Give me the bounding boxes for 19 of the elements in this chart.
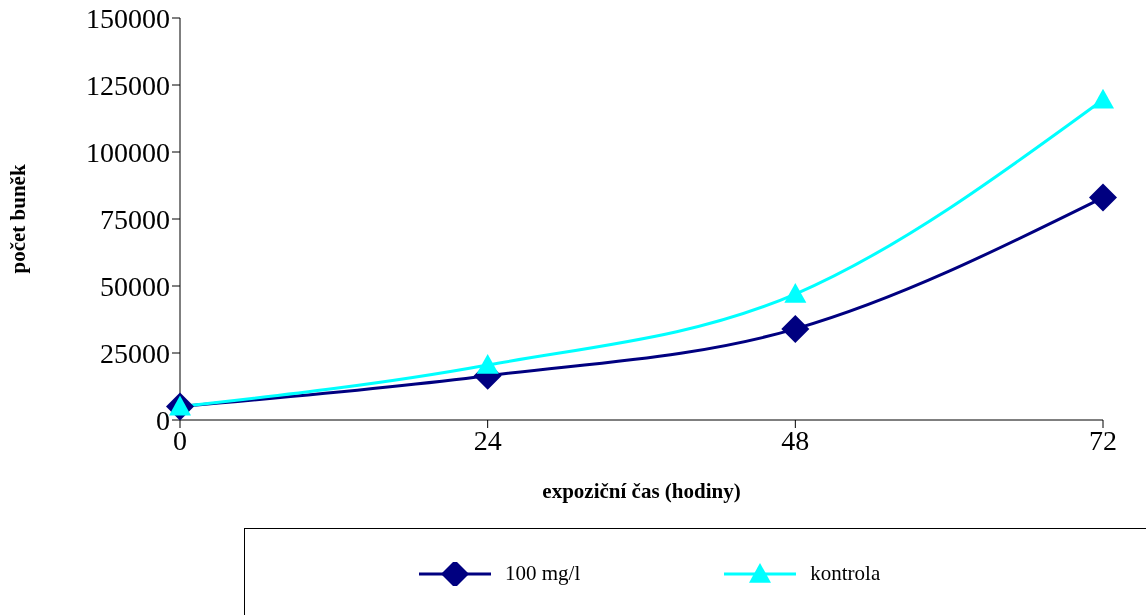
y-tick-label: 0 [156, 404, 170, 436]
x-tick-label: 24 [473, 424, 502, 456]
y-tick-label: 25000 [100, 337, 170, 369]
legend-label: kontrola [810, 561, 881, 586]
point [784, 283, 807, 303]
x-tick-label: 72 [1089, 424, 1117, 456]
y-tick-label: 75000 [100, 203, 170, 235]
x-tick-label: 48 [781, 424, 810, 456]
point [1092, 88, 1114, 109]
legend-label: 100 mg/l [505, 561, 581, 586]
point [1089, 183, 1117, 212]
y-axis-title: počet buněk [6, 164, 31, 274]
y-tick-label: 100000 [86, 136, 170, 168]
y-tick-label: 125000 [86, 69, 170, 101]
point [476, 354, 499, 374]
point [781, 314, 810, 343]
x-axis-title: expoziční čas (hodiny) [542, 479, 741, 503]
y-tick-label: 50000 [100, 270, 170, 302]
y-tick-label: 150000 [86, 2, 170, 34]
